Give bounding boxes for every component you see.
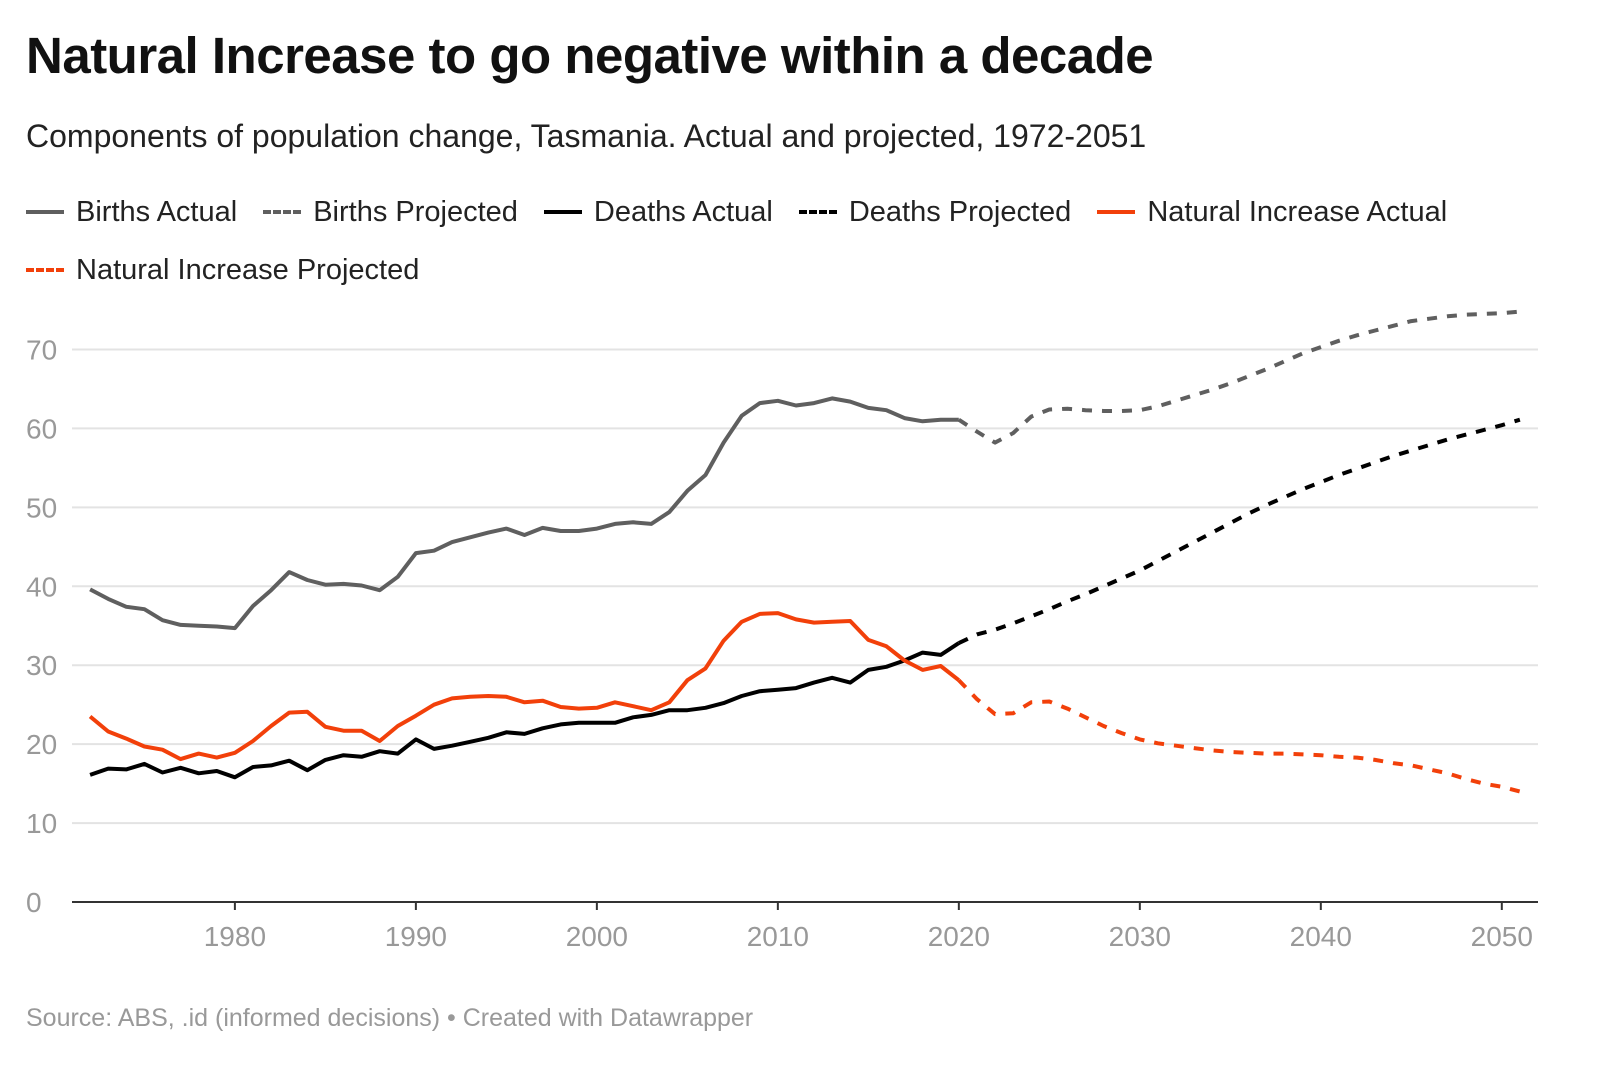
legend-swatch-natural-increase-projected xyxy=(26,268,64,272)
y-tick-label: 50 xyxy=(26,492,57,523)
legend-item-natural-increase-projected: Natural Increase Projected xyxy=(26,253,419,287)
x-tick-label: 2040 xyxy=(1290,921,1352,952)
x-tick-label: 2000 xyxy=(566,921,628,952)
y-tick-label: 10 xyxy=(26,808,57,839)
series-line-natural-increase-projected xyxy=(957,678,1521,794)
legend-swatch-deaths-actual xyxy=(543,210,582,214)
x-tick-label: 1990 xyxy=(385,921,447,952)
legend-label: Natural Increase Projected xyxy=(76,253,420,286)
legend-swatch-deaths-projected xyxy=(798,210,837,214)
legend-swatch-natural-increase-actual xyxy=(1097,210,1136,214)
y-tick-label: 70 xyxy=(26,334,57,365)
series-line-births-projected xyxy=(957,309,1521,445)
legend-item-births-projected: Births Projected xyxy=(263,195,518,229)
legend-label: Natural Increase Actual xyxy=(1147,195,1448,228)
legend-label: Deaths Projected xyxy=(848,195,1072,228)
chart-legend: Births Actual Births Projected Deaths Ac… xyxy=(26,195,1566,287)
y-tick-label: 20 xyxy=(26,729,57,760)
x-tick-label: 2030 xyxy=(1109,921,1171,952)
chart-subtitle: Components of population change, Tasmani… xyxy=(26,118,1147,154)
legend-item-natural-increase-actual: Natural Increase Actual xyxy=(1097,195,1447,229)
legend-item-deaths-projected: Deaths Projected xyxy=(798,195,1072,229)
source-note: Source: ABS, .id (informed decisions) • … xyxy=(26,1004,754,1032)
chart-title: Natural Increase to go negative within a… xyxy=(26,27,1154,84)
series-line-deaths-projected xyxy=(957,417,1521,645)
legend-item-births-actual: Births Actual xyxy=(26,195,237,229)
legend-swatch-births-projected xyxy=(263,210,302,214)
gridlines xyxy=(72,348,1538,825)
y-tick-label: 40 xyxy=(26,571,57,602)
x-tick-label: 2020 xyxy=(928,921,990,952)
legend-label: Births Actual xyxy=(76,195,238,228)
x-tick-label: 2010 xyxy=(747,921,809,952)
y-tick-label: 60 xyxy=(26,413,57,444)
y-tick-label: 30 xyxy=(26,650,57,681)
series-line-births-actual xyxy=(89,396,959,631)
legend-swatch-births-actual xyxy=(26,210,64,214)
series-line-natural-increase-actual xyxy=(88,611,961,762)
legend-label: Births Projected xyxy=(313,195,518,228)
legend-label: Deaths Actual xyxy=(593,195,773,228)
x-tick-label: 2050 xyxy=(1471,921,1533,952)
legend-item-deaths-actual: Deaths Actual xyxy=(543,195,773,229)
series-line-deaths-actual xyxy=(89,641,960,780)
x-tick-label: 1980 xyxy=(204,921,266,952)
y-tick-label: 0 xyxy=(26,887,42,918)
series-lines xyxy=(88,309,1521,794)
